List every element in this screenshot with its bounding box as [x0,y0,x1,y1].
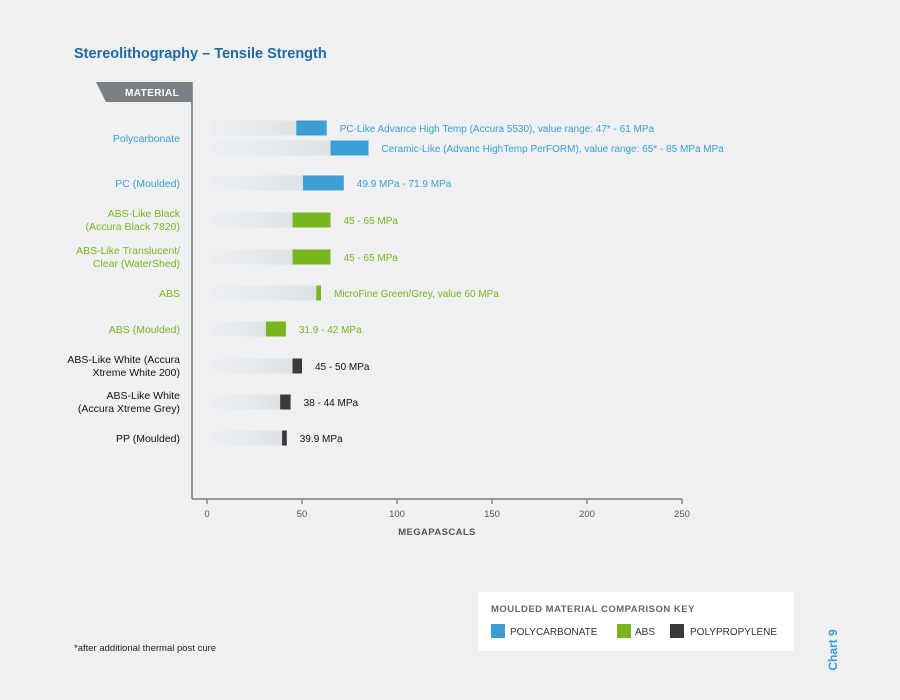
x-axis-ticks: 0 50 100 150 200 250 [204,499,690,520]
range-bar [316,285,321,301]
category-label: ABS-Like White [106,390,180,402]
material-header-tab [96,82,192,102]
category-label: ABS (Moulded) [109,324,180,336]
bar-track [212,140,331,156]
x-tick-label: 0 [204,509,209,520]
bar-value-label: 49.9 MPa - 71.9 MPa [357,179,452,190]
bar-value-label: 45 - 50 MPa [315,362,370,373]
category-label: ABS-Like White (Accura [67,354,180,366]
category-label: Clear (WaterShed) [93,258,180,270]
x-tick-label: 150 [484,509,500,520]
category-label: Polycarbonate [113,133,180,145]
x-tick-label: 200 [579,509,595,520]
bar-track [212,120,297,136]
category-label: ABS-Like Black [108,208,181,220]
range-bar [292,358,302,374]
key-label-polypropylene: POLYPROPYLENE [690,627,777,638]
bar-value-label: 38 - 44 MPa [304,398,359,409]
material-header-label: MATERIAL [125,88,179,99]
key-swatch-abs [617,624,631,638]
bar-value-label: 31.9 - 42 MPa [299,325,362,336]
bar-track [212,212,293,228]
bar-value-label: 39.9 MPa [300,434,343,445]
range-bar [302,175,344,191]
range-bar [296,120,327,136]
bar-track [212,430,283,446]
bars-layer: Polycarbonate PC-Like Advance High Temp (… [67,120,725,446]
category-label: (Accura Black 7820) [85,221,180,233]
key-title: MOULDED MATERIAL COMPARISON KEY [491,604,695,615]
category-label: PP (Moulded) [116,433,180,445]
x-tick-label: 250 [674,509,690,520]
chart-number: Chart 9 [826,629,840,671]
bar-track [212,249,293,265]
bar-value-label: PC-Like Advance High Temp (Accura 5530),… [340,124,655,135]
key-box [478,592,794,651]
bar-track [212,394,281,410]
category-label: (Accura Xtreme Grey) [78,403,180,415]
range-bar [292,212,331,228]
category-label: ABS-Like Translucent/ [76,245,180,257]
bar-track [212,358,293,374]
key-label-polycarbonate: POLYCARBONATE [510,627,598,638]
x-tick-label: 50 [297,509,308,520]
bar-value-label: Ceramic-Like (Advanc HighTemp PerFORM), … [382,144,725,155]
range-bar [265,321,286,337]
bar-value-label: 45 - 65 MPa [344,253,399,264]
key-swatch-polycarbonate [491,624,505,638]
category-label: Xtreme White 200) [92,367,180,379]
category-label: ABS [159,288,180,300]
x-tick-label: 100 [389,509,405,520]
bar-track [212,321,266,337]
x-axis-label: MEGAPASCALS [398,527,476,538]
footnote: *after additional thermal post cure [74,643,216,654]
key-label-abs: ABS [635,627,655,638]
range-bar [330,140,369,156]
range-bar [282,430,287,446]
chart-title: Stereolithography – Tensile Strength [74,46,327,62]
range-bar [292,249,331,265]
bar-value-label: MicroFine Green/Grey, value 60 MPa [334,289,499,300]
range-bar [280,394,291,410]
category-label: PC (Moulded) [115,178,180,190]
bar-value-label: 45 - 65 MPa [344,216,399,227]
bar-track [212,285,317,301]
bar-track [212,175,303,191]
key-swatch-polypropylene [670,624,684,638]
